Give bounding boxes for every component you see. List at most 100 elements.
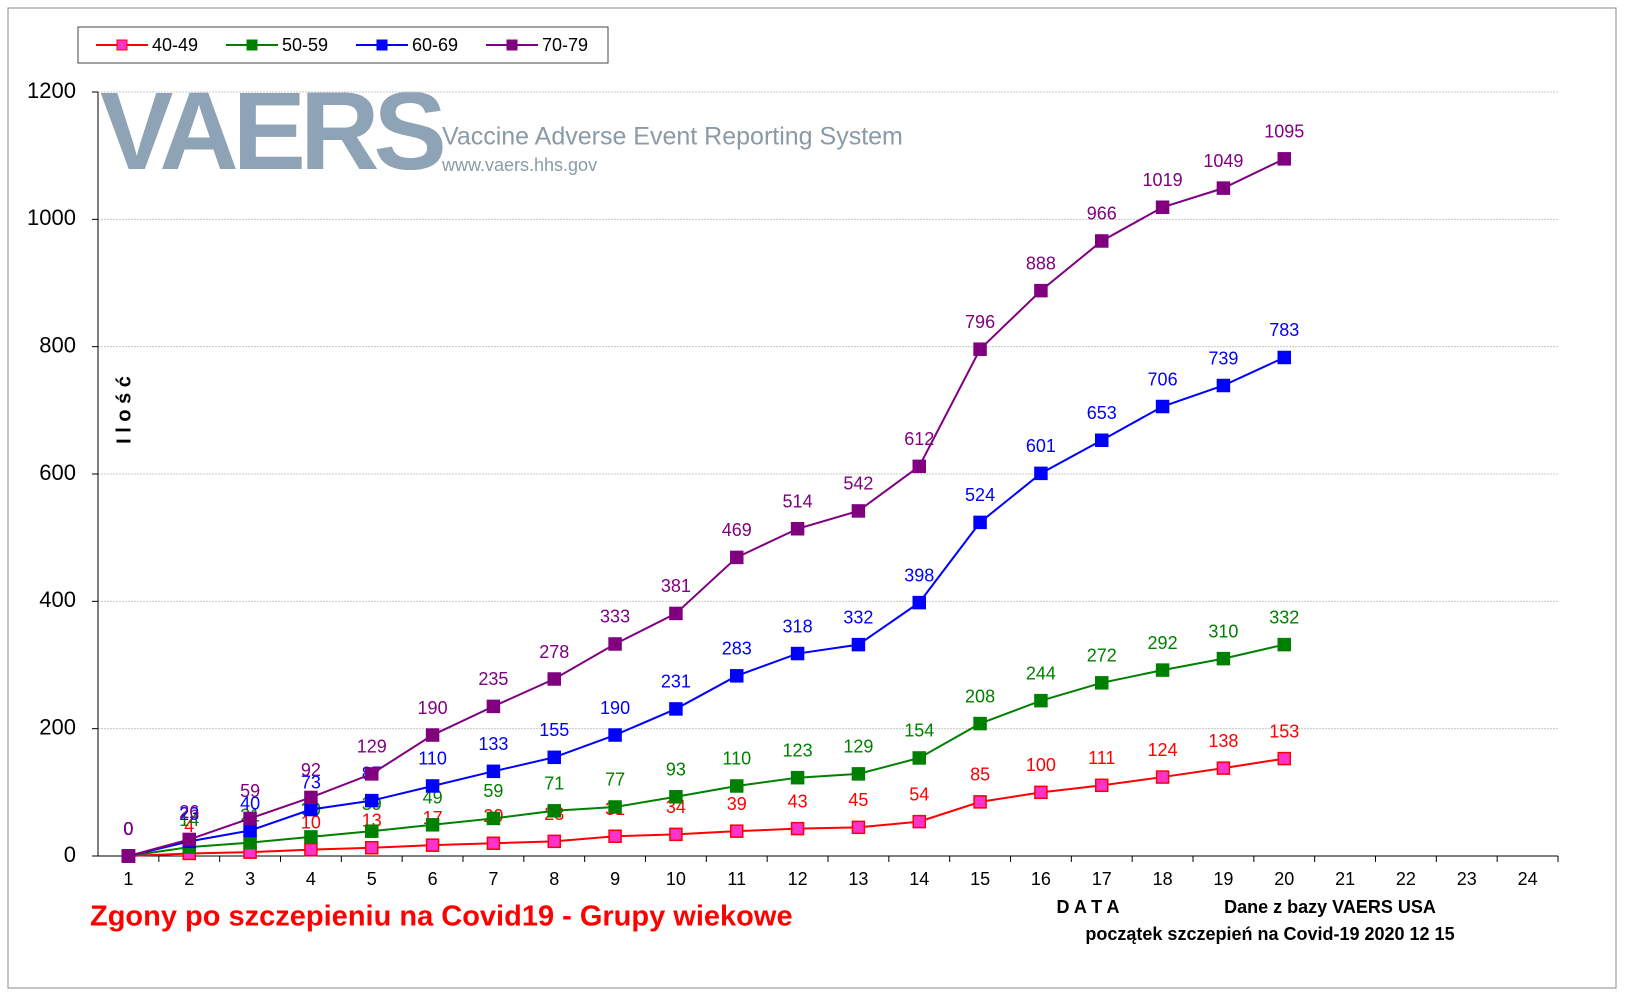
marker <box>730 824 744 838</box>
data-label: 110 <box>418 749 447 769</box>
y-tick-label: 1000 <box>27 205 76 230</box>
data-label: 739 <box>1208 348 1238 368</box>
data-label: 0 <box>123 819 133 839</box>
data-label: 0 <box>123 819 133 839</box>
data-label: 318 <box>783 616 813 636</box>
marker <box>730 550 744 565</box>
marker <box>365 767 379 781</box>
marker <box>973 716 987 731</box>
data-label: 966 <box>1087 204 1117 224</box>
x-tick-label: 19 <box>1213 869 1233 889</box>
x-tick-label: 23 <box>1457 869 1477 889</box>
marker <box>790 821 805 836</box>
marker <box>121 849 136 863</box>
marker <box>486 836 501 851</box>
x-tick-label: 7 <box>488 869 498 889</box>
legend-marker <box>246 39 258 51</box>
x-axis-label: D A T A <box>1057 897 1120 917</box>
data-label: 138 <box>1208 731 1238 751</box>
marker <box>1277 350 1291 365</box>
logo-name: VAERS <box>100 70 443 193</box>
x-tick-label: 24 <box>1518 869 1538 889</box>
data-label: 1019 <box>1143 170 1183 190</box>
data-label: 381 <box>661 576 691 596</box>
data-label: 14 <box>179 810 199 830</box>
marker <box>669 606 683 621</box>
marker <box>1216 651 1231 666</box>
marker <box>486 811 501 826</box>
data-label: 73 <box>301 772 321 792</box>
marker <box>790 646 805 661</box>
marker <box>669 827 683 842</box>
x-tick-label: 4 <box>306 869 316 889</box>
data-label: 235 <box>478 669 508 689</box>
marker <box>365 824 379 838</box>
x-tick-label: 1 <box>123 869 133 889</box>
marker <box>730 779 744 793</box>
data-label: 153 <box>1269 721 1299 741</box>
x-tick-label: 8 <box>549 869 559 889</box>
data-label: 129 <box>843 737 873 757</box>
x-tick-label: 12 <box>788 869 808 889</box>
data-label: 10 <box>301 812 321 832</box>
x-tick-label: 10 <box>666 869 686 889</box>
data-label: 155 <box>539 720 569 740</box>
series-line <box>128 643 1285 857</box>
data-label: 92 <box>301 760 321 780</box>
marker <box>790 522 805 536</box>
data-label: 4 <box>184 816 194 836</box>
data-label: 1095 <box>1264 122 1304 142</box>
series-line <box>128 757 1285 857</box>
marker <box>1216 761 1231 775</box>
legend-marker <box>116 39 128 51</box>
marker <box>486 699 501 714</box>
data-label: 23 <box>179 804 199 824</box>
data-label: 54 <box>909 784 929 804</box>
data-label: 26 <box>179 802 199 822</box>
data-label: 783 <box>1269 320 1299 340</box>
marker <box>730 669 744 683</box>
marker <box>425 779 440 793</box>
marker <box>1155 663 1170 677</box>
data-label: 77 <box>605 770 625 790</box>
x-tick-label: 22 <box>1396 869 1416 889</box>
data-label: 39 <box>727 794 747 814</box>
data-label: 154 <box>904 721 934 741</box>
data-label: 0 <box>123 819 133 839</box>
data-label: 310 <box>1208 621 1238 641</box>
data-label: 653 <box>1087 403 1117 423</box>
x-tick-label: 21 <box>1335 869 1355 889</box>
marker <box>608 829 622 844</box>
data-label: 133 <box>478 734 508 754</box>
data-label: 40 <box>240 793 260 813</box>
data-label: 59 <box>240 781 260 801</box>
data-label: 601 <box>1026 436 1056 456</box>
marker <box>608 728 622 742</box>
data-label: 514 <box>783 492 813 512</box>
marker <box>1155 200 1170 214</box>
data-label: 292 <box>1148 633 1178 653</box>
x-tick-label: 6 <box>428 869 438 889</box>
data-label: 190 <box>418 698 448 718</box>
marker <box>912 814 926 829</box>
marker <box>1095 234 1109 248</box>
marker <box>547 750 561 765</box>
marker <box>1095 778 1109 793</box>
marker <box>1095 433 1109 448</box>
data-label: 283 <box>722 639 752 659</box>
marker <box>669 790 683 804</box>
note: początek szczepień na Covid-19 2020 12 1… <box>1085 924 1454 944</box>
marker <box>304 830 318 844</box>
marker <box>1216 378 1231 393</box>
marker <box>243 811 257 826</box>
marker <box>1034 785 1048 800</box>
marker <box>1034 693 1048 708</box>
data-label: 612 <box>904 429 934 449</box>
marker <box>304 802 318 817</box>
y-tick-label: 800 <box>39 332 76 357</box>
y-tick-label: 1200 <box>27 78 76 103</box>
x-tick-label: 9 <box>610 869 620 889</box>
data-label: 123 <box>783 740 813 760</box>
y-tick-label: 400 <box>39 587 76 612</box>
